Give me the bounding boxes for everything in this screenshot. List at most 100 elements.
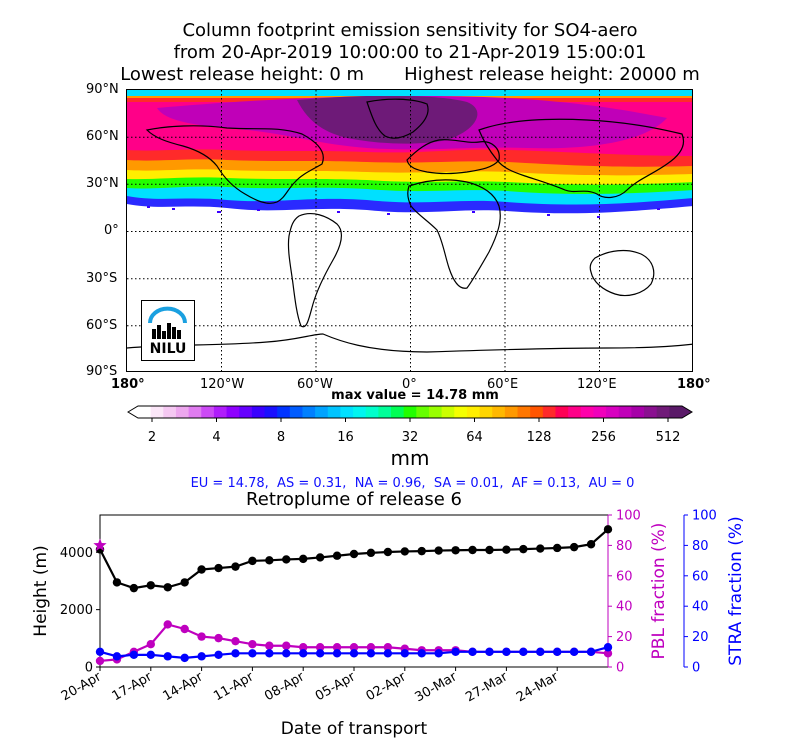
africa-outline	[407, 179, 501, 289]
x-tick-label: 17-Apr	[110, 669, 156, 704]
pbl-point	[315, 643, 325, 652]
colorbar-cell	[517, 406, 531, 418]
pbl-tick-label: 0	[616, 661, 624, 676]
pbl-point	[265, 641, 274, 650]
lon-label-0: 0°	[402, 377, 417, 392]
pbl-point	[231, 636, 240, 646]
pbl-tick-label: 80	[616, 539, 633, 554]
nilu-logo: NILU	[141, 300, 195, 361]
retroplume-title: Retroplume of release 6	[246, 489, 462, 510]
colorbar-cell	[479, 406, 493, 418]
field-band-purple	[297, 95, 478, 144]
colorbar-tick-label: 8	[276, 430, 286, 445]
pbl-tick-label: 60	[616, 569, 633, 584]
figure-title-line3: Lowest release height: 0 m Highest relea…	[120, 64, 700, 85]
colorbar-cell	[606, 406, 620, 418]
colorbar-cell	[644, 406, 658, 418]
height-point	[553, 543, 562, 553]
retroplume-chart: 0 2000 4000 0 20 40 60 80 100 0 20 40 60 80 100 20-Ap…	[31, 509, 746, 740]
south-america-outline	[287, 212, 342, 328]
colorbar-cell	[201, 406, 215, 418]
height-series-line	[99, 528, 609, 590]
stra-point	[569, 647, 579, 656]
colorbar-cell	[340, 406, 354, 418]
colorbar-cell	[416, 406, 430, 418]
colorbar-cell	[365, 406, 379, 418]
colorbar-cell	[327, 406, 342, 418]
y-axis-label-pbl: PBL fraction (%)	[649, 523, 669, 660]
colorbar-extend-high	[682, 406, 692, 418]
nilu-logo-text: NILU	[149, 341, 187, 357]
pbl-point	[282, 641, 291, 650]
lat-label-30n: 30°N	[86, 176, 119, 191]
lon-label-60w: 60°W	[297, 377, 333, 392]
map-gridlines	[127, 90, 692, 371]
left-tick-label: 2000	[60, 603, 93, 618]
lon-label-180e: 180°	[677, 377, 711, 392]
height-point	[603, 525, 613, 534]
height-point	[214, 563, 223, 573]
stra-point	[485, 647, 494, 656]
colorbar-cell	[555, 406, 569, 418]
left-tick-label: 0	[85, 661, 93, 676]
figure-title-line1: Column footprint emission sensitivity fo…	[182, 20, 638, 41]
colorbar-cell	[289, 406, 304, 418]
x-tick-label: 11-Apr	[211, 669, 257, 704]
pbl-point	[248, 640, 257, 649]
left-axis-ticks: 0 2000 4000	[60, 546, 100, 676]
stra-tick-label: 0	[692, 661, 700, 676]
height-point	[485, 545, 494, 555]
colorbar-tick-label: 256	[591, 430, 616, 445]
lon-label-120e: 120°E	[577, 377, 617, 392]
colorbar-cell	[454, 406, 468, 418]
pbl-point	[180, 624, 189, 634]
stra-point	[451, 647, 460, 656]
coastlines	[127, 98, 692, 353]
height-point	[536, 544, 545, 553]
colorbar-tick-label: 128	[526, 430, 552, 445]
stra-point	[112, 652, 122, 661]
x-axis-label: Date of transport	[281, 719, 428, 739]
colorbar-cell	[631, 406, 645, 418]
x-tick-label: 14-Apr	[160, 669, 206, 704]
height-point	[366, 548, 376, 558]
colorbar-unit: mm	[390, 446, 430, 470]
colorbar-cell	[150, 406, 164, 418]
colorbar-cell	[542, 406, 557, 418]
stra-point	[265, 649, 274, 658]
stra-point	[383, 649, 393, 658]
y-axis-label-left: Height (m)	[31, 545, 51, 636]
region-summary: EU = 14.78, AS = 0.31, NA = 0.96, SA = 0…	[190, 476, 635, 491]
colorbar-cell	[466, 406, 481, 418]
colorbar-cell	[138, 406, 152, 418]
left-tick-label: 4000	[60, 546, 93, 561]
height-point	[349, 549, 359, 559]
colorbar-cell	[403, 406, 417, 418]
colorbar-cell	[188, 406, 202, 418]
australia-outline	[589, 249, 655, 297]
stra-point	[282, 649, 291, 658]
colorbar-cell	[378, 406, 392, 418]
height-point	[417, 546, 426, 556]
stra-point	[180, 653, 189, 663]
height-point	[383, 547, 393, 557]
stra-point	[129, 650, 139, 660]
colorbar-cell	[213, 406, 228, 418]
footprint-map	[126, 89, 693, 372]
pbl-point	[349, 643, 359, 652]
stra-point	[434, 649, 443, 658]
x-tick-label: 05-Apr	[313, 669, 359, 704]
pbl-point	[299, 643, 308, 652]
greenland-outline	[366, 98, 429, 139]
lon-label-120w: 120°W	[200, 377, 245, 392]
x-tick-label: 20-Apr	[59, 669, 105, 704]
height-point	[231, 562, 240, 571]
max-value-label: max value = 14.78 mm	[331, 388, 499, 403]
stra-point	[417, 649, 426, 658]
stra-point	[214, 650, 223, 660]
lat-label-60s: 60°S	[86, 318, 118, 333]
pbl-point	[163, 620, 172, 629]
stra-point	[197, 652, 206, 661]
colorbar-cell	[504, 406, 519, 418]
height-point	[502, 545, 511, 554]
